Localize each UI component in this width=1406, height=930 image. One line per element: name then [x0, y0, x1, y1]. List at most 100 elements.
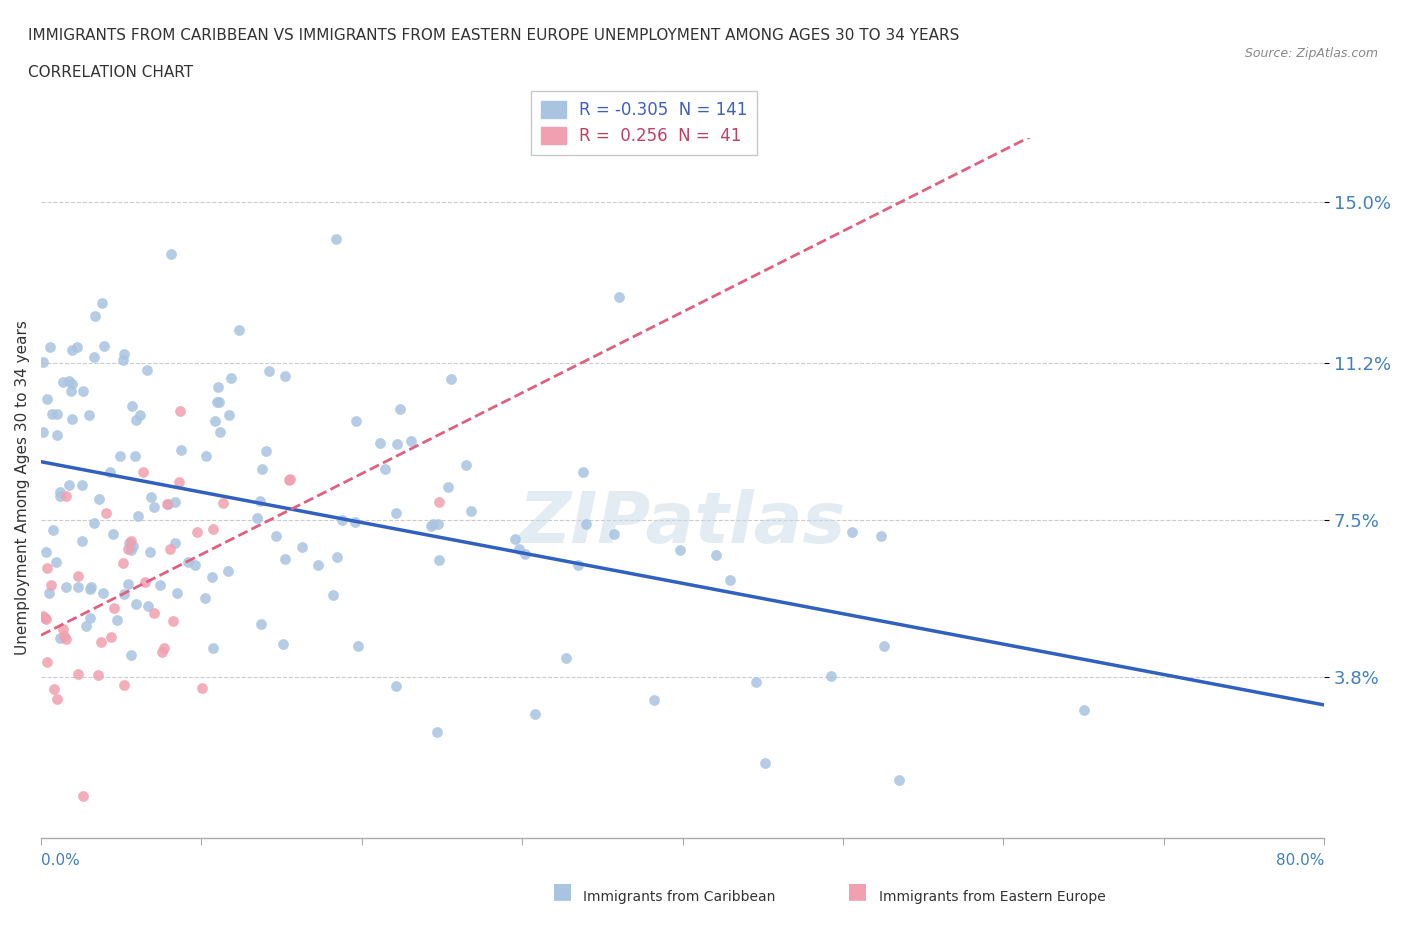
Point — [162, 614, 184, 629]
Point — [246, 511, 269, 525]
Point — [257, 364, 280, 379]
Point — [249, 617, 271, 631]
Point — [212, 496, 235, 511]
Point — [718, 572, 741, 587]
Point — [264, 528, 287, 543]
Point — [228, 322, 250, 337]
Point — [167, 474, 190, 489]
Point — [567, 558, 589, 573]
Point — [148, 578, 170, 592]
Point — [80, 580, 103, 595]
Point — [374, 461, 396, 476]
Point — [218, 408, 240, 423]
Point — [66, 667, 89, 682]
Point — [330, 512, 353, 527]
Point — [572, 464, 595, 479]
Point — [112, 555, 135, 570]
Point — [436, 480, 458, 495]
Point — [125, 413, 148, 428]
Point — [152, 644, 174, 659]
Point — [505, 532, 527, 547]
Point — [555, 650, 578, 665]
Point — [132, 465, 155, 480]
Point — [186, 525, 208, 539]
Point — [278, 472, 301, 486]
Point — [117, 542, 139, 557]
Point — [745, 674, 768, 689]
Point — [1073, 702, 1095, 717]
Text: IMMIGRANTS FROM CARIBBEAN VS IMMIGRANTS FROM EASTERN EUROPE UNEMPLOYMENT AMONG A: IMMIGRANTS FROM CARIBBEAN VS IMMIGRANTS … — [28, 28, 959, 43]
Point — [194, 448, 217, 463]
Y-axis label: Unemployment Among Ages 30 to 34 years: Unemployment Among Ages 30 to 34 years — [15, 321, 30, 656]
Point — [101, 526, 124, 541]
Point — [643, 693, 665, 708]
Point — [347, 638, 370, 653]
Text: CORRELATION CHART: CORRELATION CHART — [28, 65, 193, 80]
Point — [79, 611, 101, 626]
Point — [889, 773, 911, 788]
Point — [39, 578, 62, 593]
Text: Source: ZipAtlas.com: Source: ZipAtlas.com — [1244, 46, 1378, 60]
Point — [139, 489, 162, 504]
Point — [460, 503, 482, 518]
Point — [31, 354, 53, 369]
Point — [120, 542, 142, 557]
Point — [607, 290, 630, 305]
Point — [121, 399, 143, 414]
Point — [205, 395, 228, 410]
Point — [112, 352, 135, 367]
Point — [384, 505, 406, 520]
Point — [112, 347, 135, 362]
Point — [427, 495, 450, 510]
Point — [45, 406, 67, 421]
Point — [325, 232, 347, 246]
Point — [754, 756, 776, 771]
Point — [58, 478, 80, 493]
Point — [136, 363, 159, 378]
Point — [46, 428, 69, 443]
Point — [52, 621, 75, 636]
Point — [139, 544, 162, 559]
Point — [75, 618, 97, 633]
Point — [221, 370, 243, 385]
Point — [93, 586, 115, 601]
Point — [48, 631, 70, 645]
Point — [870, 528, 893, 543]
Point — [125, 596, 148, 611]
Point — [508, 541, 530, 556]
Point — [35, 544, 58, 559]
Point — [669, 542, 692, 557]
Point — [112, 587, 135, 602]
Point — [166, 586, 188, 601]
Point — [83, 350, 105, 365]
Point — [35, 611, 58, 626]
Text: ■: ■ — [848, 882, 868, 901]
Point — [96, 505, 118, 520]
Point — [31, 425, 53, 440]
Point — [156, 497, 179, 512]
Point — [134, 575, 156, 590]
Point — [41, 406, 63, 421]
Point — [86, 667, 108, 682]
Point — [368, 435, 391, 450]
Point — [87, 491, 110, 506]
Point — [60, 342, 83, 357]
Point — [37, 392, 59, 406]
Point — [136, 599, 159, 614]
Point — [201, 522, 224, 537]
Point — [83, 515, 105, 530]
Point — [575, 517, 598, 532]
Point — [122, 538, 145, 553]
Point — [820, 669, 842, 684]
Point — [204, 413, 226, 428]
Text: Immigrants from Caribbean: Immigrants from Caribbean — [583, 890, 776, 905]
Text: Immigrants from Eastern Europe: Immigrants from Eastern Europe — [879, 890, 1105, 905]
Point — [513, 546, 536, 561]
Point — [603, 526, 626, 541]
Text: 80.0%: 80.0% — [1275, 853, 1324, 868]
Point — [93, 339, 115, 353]
Point — [100, 630, 122, 644]
Point — [385, 679, 408, 694]
Point — [202, 640, 225, 655]
Point — [52, 375, 75, 390]
